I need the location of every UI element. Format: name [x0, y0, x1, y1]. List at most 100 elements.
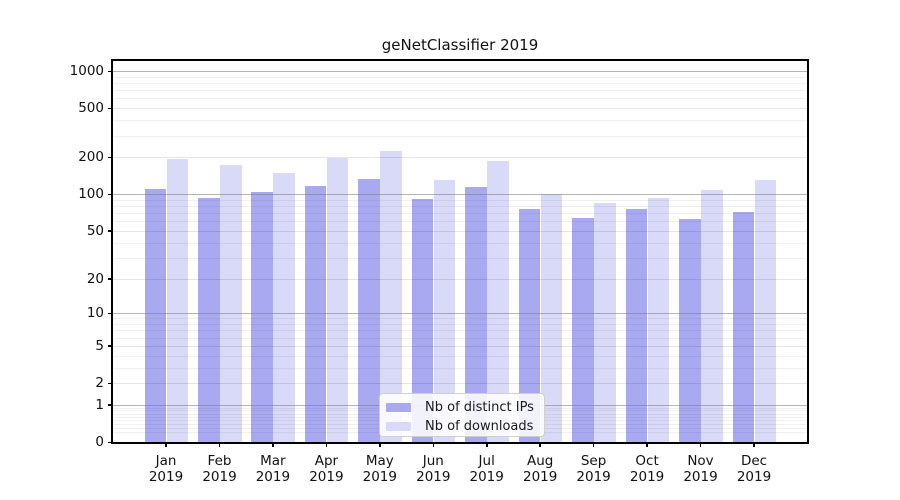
- minor-gridline-900: [113, 76, 807, 78]
- minor-gridline-7: [113, 330, 807, 332]
- minor-gridline-4: [113, 355, 807, 357]
- minor-gridline-400: [113, 120, 807, 122]
- y-tick-label-100: 100: [78, 186, 104, 203]
- bar-jan-downloads: [166, 159, 188, 442]
- bar-nov-distinct-ips: [679, 218, 701, 442]
- minor-gridline-3: [113, 367, 807, 369]
- labeled-gridline-20: [113, 278, 807, 280]
- y-tick-mark-1000: [108, 70, 113, 72]
- bar-aug-downloads: [540, 194, 563, 442]
- minor-gridline-800: [113, 83, 807, 84]
- x-tick-mark-mar: [272, 442, 274, 447]
- y-tick-mark-200: [108, 156, 113, 159]
- bar-dec-downloads: [754, 179, 776, 442]
- bar-jun-distinct-ips: [411, 199, 434, 442]
- y-tick-mark-2: [108, 382, 113, 384]
- minor-gridline-9: [113, 318, 807, 320]
- bar-sep-downloads: [594, 202, 616, 442]
- y-tick-mark-1: [108, 404, 113, 406]
- grid-layer: [113, 61, 807, 442]
- x-tick-label-jul: Jul 2019: [469, 453, 504, 485]
- x-tick-mark-apr: [325, 442, 328, 447]
- legend-item-distinct-ips: Nb of distinct IPs: [386, 399, 537, 416]
- y-tick-mark-0: [108, 441, 113, 443]
- x-tick-mark-dec: [753, 442, 755, 447]
- minor-gridline-300: [113, 135, 807, 137]
- bar-may-distinct-ips: [358, 179, 380, 442]
- x-tick-mark-jul: [486, 442, 488, 447]
- plot-area: [111, 59, 809, 444]
- legend-label-distinct-ips: Nb of distinct IPs: [425, 400, 534, 415]
- legend: Nb of distinct IPs Nb of downloads: [379, 393, 545, 437]
- legend-label-downloads: Nb of downloads: [425, 419, 534, 434]
- minor-gridline-80: [113, 206, 807, 207]
- y-tick-mark-50: [108, 230, 113, 232]
- x-tick-mark-may: [379, 442, 381, 447]
- x-tick-label-mar: Mar 2019: [255, 453, 291, 485]
- bars-layer: [113, 61, 807, 442]
- bar-feb-distinct-ips: [198, 197, 220, 442]
- y-tick-label-10: 10: [86, 305, 104, 322]
- x-tick-label-dec: Dec 2019: [736, 453, 772, 485]
- x-tick-mark-aug: [539, 442, 541, 447]
- y-tick-label-2: 2: [95, 375, 104, 391]
- y-tick-label-5: 5: [95, 337, 104, 354]
- y-tick-label-0: 0: [95, 434, 104, 450]
- labeled-gridline-2: [113, 383, 807, 384]
- x-tick-label-aug: Aug 2019: [523, 453, 558, 485]
- bar-jul-distinct-ips: [465, 186, 487, 442]
- x-tick-mark-jan: [165, 442, 167, 447]
- major-gridline-10: [113, 313, 807, 315]
- y-tick-label-500: 500: [78, 100, 104, 117]
- legend-item-downloads: Nb of downloads: [386, 418, 537, 435]
- minor-gridline-700: [113, 90, 807, 92]
- x-tick-label-nov: Nov 2019: [683, 453, 718, 485]
- x-tick-label-feb: Feb 2019: [202, 453, 237, 485]
- y-tick-mark-500: [108, 107, 113, 110]
- bar-oct-downloads: [647, 197, 670, 442]
- y-tick-label-20: 20: [86, 270, 104, 287]
- minor-gridline-8: [113, 324, 807, 325]
- x-tick-label-jan: Jan 2019: [148, 453, 184, 485]
- bar-jun-downloads: [433, 180, 456, 442]
- legend-swatch-downloads: [386, 422, 411, 431]
- x-tick-mark-nov: [699, 442, 702, 447]
- x-tick-label-may: May 2019: [362, 453, 397, 485]
- minor-gridline-6: [113, 337, 807, 339]
- minor-gridline-90: [113, 199, 807, 201]
- x-tick-label-oct: Oct 2019: [629, 453, 665, 485]
- y-tick-label-200: 200: [78, 149, 104, 166]
- y-tick-label-50: 50: [86, 222, 104, 239]
- y-tick-label-1: 1: [95, 396, 104, 413]
- major-gridline-100: [113, 194, 807, 196]
- minor-gridline-70: [113, 213, 807, 215]
- bar-oct-distinct-ips: [625, 209, 648, 442]
- y-tick-mark-20: [108, 278, 113, 280]
- bar-aug-distinct-ips: [518, 209, 541, 442]
- x-tick-mark-feb: [218, 442, 221, 447]
- labeled-gridline-200: [113, 157, 807, 159]
- y-tick-mark-5: [108, 345, 113, 347]
- y-tick-mark-10: [108, 312, 113, 315]
- major-gridline-1000: [113, 71, 807, 72]
- minor-gridline-30: [113, 257, 807, 259]
- bar-feb-downloads: [220, 165, 242, 442]
- x-tick-label-jun: Jun 2019: [416, 453, 451, 485]
- labeled-gridline-500: [113, 108, 807, 110]
- bar-jan-distinct-ips: [144, 188, 166, 442]
- minor-gridline-60: [113, 221, 807, 223]
- x-tick-mark-jun: [432, 442, 434, 447]
- y-tick-mark-100: [108, 193, 113, 196]
- bar-apr-downloads: [326, 158, 349, 442]
- bar-nov-downloads: [701, 190, 723, 442]
- bar-mar-distinct-ips: [251, 191, 273, 442]
- chart-title: geNetClassifier 2019: [381, 36, 539, 54]
- legend-swatch-distinct-ips: [386, 403, 411, 412]
- minor-gridline-40: [113, 242, 807, 244]
- minor-gridline-600: [113, 98, 807, 100]
- bar-jul-downloads: [487, 161, 509, 442]
- y-tick-label-1000: 1000: [69, 63, 104, 79]
- x-tick-label-sep: Sep 2019: [576, 453, 611, 485]
- x-tick-mark-sep: [592, 442, 595, 447]
